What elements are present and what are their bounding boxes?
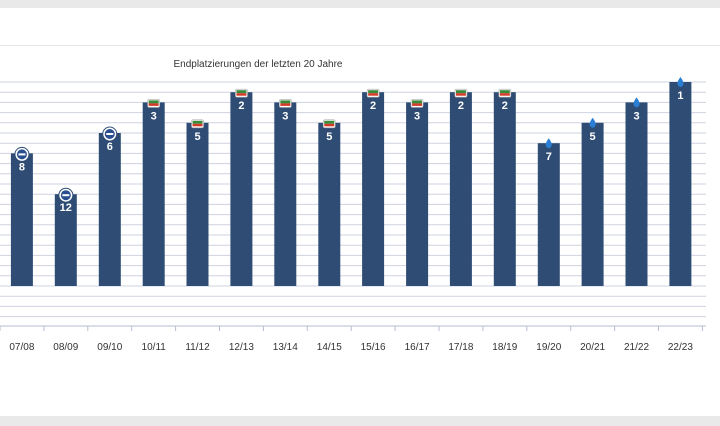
bar-data-label: 2 — [502, 100, 508, 112]
chart-area: Endplatzierungen der letzten 20 Jahre 8 1… — [0, 8, 720, 416]
bar[interactable] — [230, 92, 253, 286]
x-tick-label: 13/14 — [273, 342, 298, 353]
league-1-logo-icon — [322, 119, 336, 129]
bar-data-label: 8 — [19, 161, 25, 173]
card-header — [0, 8, 720, 46]
drop-logo-icon — [589, 117, 596, 128]
bar-data-label: 1 — [677, 90, 683, 102]
bars: 8 12 6 3 5 2 3 5 2 3 2 2 7 5 3 1 — [10, 77, 692, 287]
league-1-logo-icon — [147, 99, 160, 108]
x-tick-label: 20/21 — [580, 342, 605, 353]
league-2-logo-icon — [58, 187, 74, 203]
x-tick-label: 14/15 — [317, 342, 342, 353]
x-tick-label: 11/12 — [185, 342, 210, 353]
x-tick-label: 15/16 — [361, 342, 386, 353]
league-1-logo-icon — [235, 88, 248, 98]
league-2-logo-icon — [14, 146, 30, 162]
bar[interactable] — [98, 133, 121, 286]
x-axis-ticks: 07/08 08/09 09/10 10/11 11/12 12/13 13/14 14/15… — [9, 342, 693, 353]
bar[interactable] — [54, 194, 77, 286]
bar-data-label: 2 — [370, 100, 376, 112]
bar-data-label: 5 — [326, 131, 332, 143]
league-1-logo-icon — [454, 88, 468, 98]
x-tick-label: 22/23 — [668, 342, 693, 353]
bar[interactable] — [10, 153, 33, 286]
bar-data-label: 5 — [590, 131, 596, 143]
bar-data-label: 7 — [546, 151, 552, 163]
league-1-logo-icon — [279, 99, 292, 108]
bar-data-label: 5 — [194, 131, 200, 143]
bar[interactable] — [274, 102, 297, 287]
x-tick-label: 10/11 — [142, 342, 167, 353]
bar[interactable] — [406, 102, 429, 287]
final-placements-chart: Endplatzierungen der letzten 20 Jahre 8 1… — [0, 59, 706, 353]
bar-data-label: 12 — [60, 202, 72, 214]
drop-logo-icon — [545, 138, 552, 149]
league-1-logo-icon — [498, 88, 512, 98]
bar-data-label: 6 — [107, 141, 113, 153]
bar-data-label: 2 — [238, 100, 244, 112]
chart-card: Endplatzierungen der letzten 20 Jahre 8 1… — [0, 8, 720, 416]
bar[interactable] — [449, 92, 472, 286]
bar[interactable] — [669, 82, 692, 286]
bar-data-label: 3 — [282, 110, 288, 122]
league-2-logo-icon — [102, 126, 118, 142]
bar-data-label: 3 — [151, 110, 157, 122]
bar[interactable] — [493, 92, 516, 286]
x-tick-label: 09/10 — [97, 342, 122, 353]
bar[interactable] — [537, 143, 560, 286]
bar-data-label: 2 — [458, 100, 464, 112]
drop-logo-icon — [633, 97, 640, 108]
bar[interactable] — [362, 92, 385, 286]
bar[interactable] — [186, 122, 209, 286]
league-1-logo-icon — [366, 88, 380, 98]
x-tick-label: 16/17 — [405, 342, 430, 353]
x-tick-label: 08/09 — [53, 342, 78, 353]
bar[interactable] — [625, 102, 648, 287]
bar[interactable] — [142, 102, 165, 287]
league-1-logo-icon — [191, 119, 204, 129]
x-tick-label: 12/13 — [229, 342, 254, 353]
x-tick-label: 18/19 — [492, 342, 517, 353]
chart-title: Endplatzierungen der letzten 20 Jahre — [173, 59, 342, 70]
drop-logo-icon — [677, 77, 684, 87]
bar-data-label: 3 — [414, 110, 420, 122]
x-tick-label: 07/08 — [9, 342, 34, 353]
x-tick-label: 17/18 — [448, 342, 473, 353]
bar-data-label: 3 — [633, 110, 639, 122]
bar[interactable] — [581, 122, 604, 286]
league-1-logo-icon — [410, 99, 424, 108]
x-tick-label: 19/20 — [536, 342, 561, 353]
bar[interactable] — [318, 122, 341, 286]
x-tick-label: 21/22 — [624, 342, 649, 353]
